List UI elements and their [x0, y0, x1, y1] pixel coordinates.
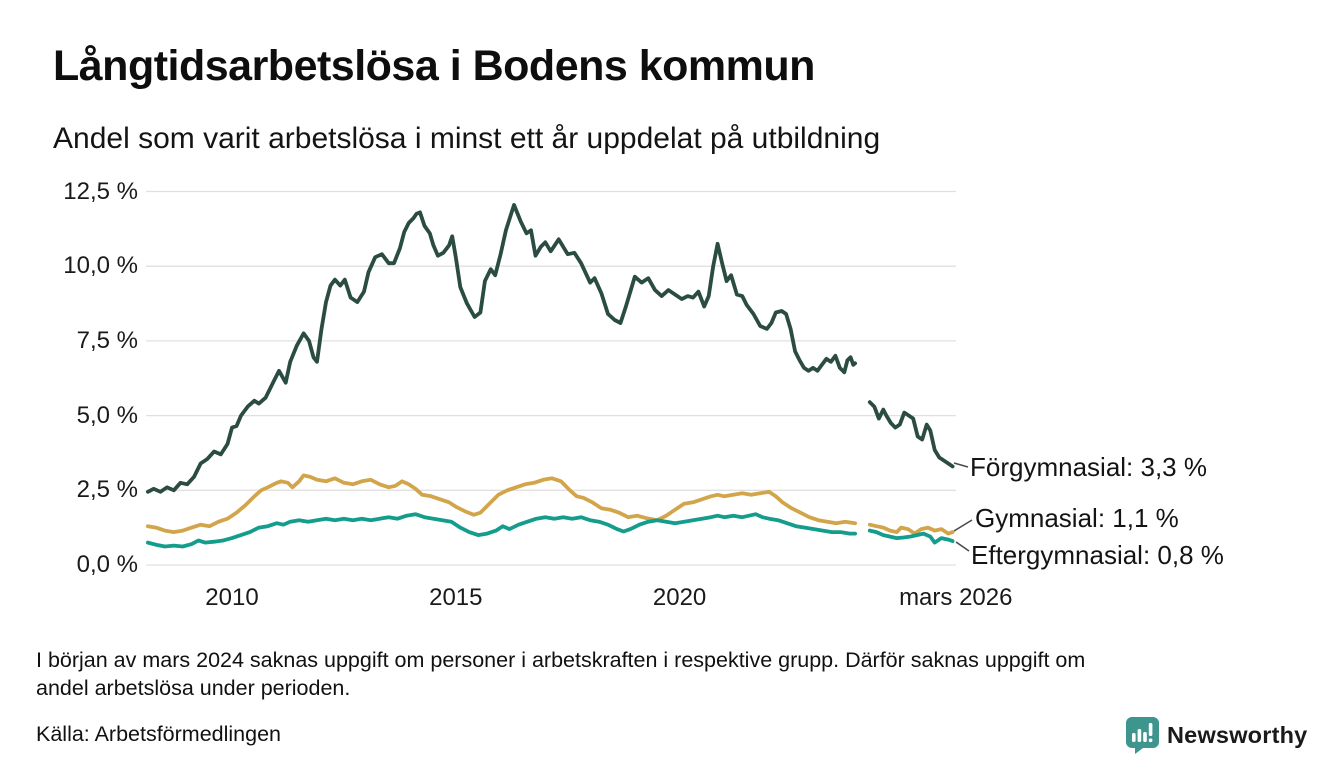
connector-forgymnasial	[953, 462, 969, 468]
y-tick-label: 5,0 %	[76, 401, 138, 429]
y-tick-label: 7,5 %	[76, 326, 138, 354]
newsworthy-wordmark: Newsworthy	[1167, 721, 1308, 748]
series-line-förgymnasial	[867, 400, 955, 469]
x-tick-label: 2015	[429, 584, 483, 611]
series-paths	[146, 203, 955, 549]
footnote: I början av mars 2024 saknas uppgift om …	[36, 646, 1085, 702]
x-tick-label: 2020	[652, 584, 707, 611]
gridlines	[146, 190, 956, 566]
series-line-förgymnasial	[146, 203, 857, 494]
bar-chart-glyph	[1132, 723, 1153, 743]
y-tick-label: 10,0 %	[63, 252, 138, 280]
footnote-line-1: I början av mars 2024 saknas uppgift om …	[36, 648, 1086, 672]
connector-eftergymnasial	[955, 541, 970, 552]
page-title: Långtidsarbetslösa i Bodens kommun	[53, 42, 815, 90]
source-credit: Källa: Arbetsförmedlingen	[36, 722, 282, 746]
x-tick-label: 2010	[205, 584, 259, 611]
y-tick-label: 0,0 %	[76, 551, 138, 578]
x-tick-label: mars 2026	[899, 584, 1013, 611]
series-line-gymnasial	[867, 522, 955, 536]
series-line-gymnasial	[146, 473, 857, 534]
label-connector-lines	[953, 462, 973, 552]
y-tick-label: 2,5 %	[76, 476, 138, 504]
y-tick-label: 12,5 %	[63, 177, 138, 205]
speech-bubble-shape	[1126, 717, 1159, 754]
connector-gymnasial	[953, 519, 973, 532]
series-end-label-forgymnasial: Förgymnasial: 3,3 %	[970, 452, 1207, 482]
chart-subtitle: Andel som varit arbetslösa i minst ett å…	[53, 122, 881, 155]
series-end-label-gymnasial: Gymnasial: 1,1 %	[975, 503, 1179, 533]
series-end-label-eftergymnasial: Eftergymnasial: 0,8 %	[971, 540, 1224, 570]
footnote-line-2: andel arbetslösa under perioden.	[36, 676, 351, 700]
series-line-eftergymnasial	[146, 512, 857, 549]
newsworthy-logo: Newsworthy	[1124, 716, 1307, 754]
series-line-eftergymnasial	[867, 528, 955, 545]
newsworthy-icon	[1126, 717, 1159, 754]
